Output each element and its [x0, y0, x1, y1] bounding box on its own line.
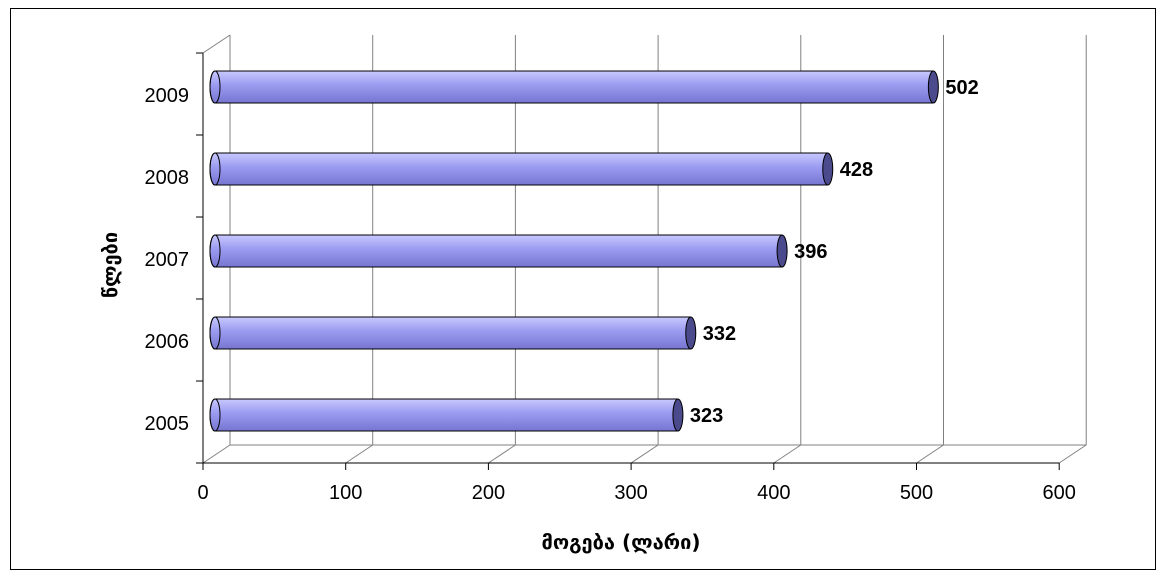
- floor-diagonal-300: [630, 444, 659, 464]
- bar-left-cap: [209, 152, 221, 186]
- bar-body: [209, 316, 692, 350]
- x-tick-label: 0: [197, 482, 208, 504]
- bar-body: [209, 70, 934, 104]
- data-label-2009: 502: [945, 77, 978, 99]
- floor-diagonal-0: [202, 444, 231, 464]
- floor-diagonal-500: [916, 444, 944, 464]
- y-axis-title: წლები: [98, 232, 122, 298]
- bar-2008: [209, 152, 834, 186]
- bar-end-cap: [672, 398, 684, 432]
- x-tick-label: 500: [900, 482, 933, 504]
- x-axis-title: მოგება (ლარი): [541, 530, 700, 554]
- data-label-2006: 332: [703, 323, 736, 345]
- bar-end-cap: [927, 70, 939, 104]
- bar-2006: [209, 316, 697, 350]
- x-tick-label: 400: [757, 482, 790, 504]
- x-tick-label: 100: [329, 482, 362, 504]
- y-tick-label: 2007: [145, 249, 190, 271]
- bar-left-cap: [209, 70, 221, 104]
- y-tick-label: 2006: [145, 331, 190, 353]
- y-tick-label: 2008: [145, 167, 190, 189]
- floor-diagonal-200: [488, 444, 516, 464]
- bar-2007: [209, 234, 788, 268]
- floor-diagonal-400: [773, 444, 802, 464]
- data-label-2005: 323: [690, 405, 723, 427]
- bar-body: [209, 398, 679, 432]
- floor-diagonal-100: [345, 444, 373, 464]
- x-tick-label: 600: [1043, 482, 1076, 504]
- bar-layer: [209, 70, 939, 432]
- bar-end-cap: [685, 316, 697, 350]
- axis-layer: [196, 52, 1060, 470]
- bar-2005: [209, 398, 684, 432]
- bar-end-cap: [822, 152, 834, 186]
- data-label-2008: 428: [840, 159, 873, 181]
- side-wall-top-edge: [202, 34, 231, 54]
- bar-2009: [209, 70, 939, 104]
- y-tick-label: 2009: [145, 85, 190, 107]
- data-label-2007: 396: [794, 241, 827, 263]
- bar-body: [209, 152, 829, 186]
- label-layer: 0 100 200 300 400 500 600 2005 323 2006 332 2007 396…: [145, 77, 1076, 504]
- bar-left-cap: [209, 398, 221, 432]
- x-tick-label: 300: [614, 482, 647, 504]
- y-tick-label: 2005: [145, 413, 190, 435]
- bar-left-cap: [209, 234, 221, 268]
- bar-body: [209, 234, 783, 268]
- bar-left-cap: [209, 316, 221, 350]
- x-tick-label: 200: [472, 482, 505, 504]
- bar-end-cap: [776, 234, 788, 268]
- floor-diagonal-600: [1058, 444, 1087, 464]
